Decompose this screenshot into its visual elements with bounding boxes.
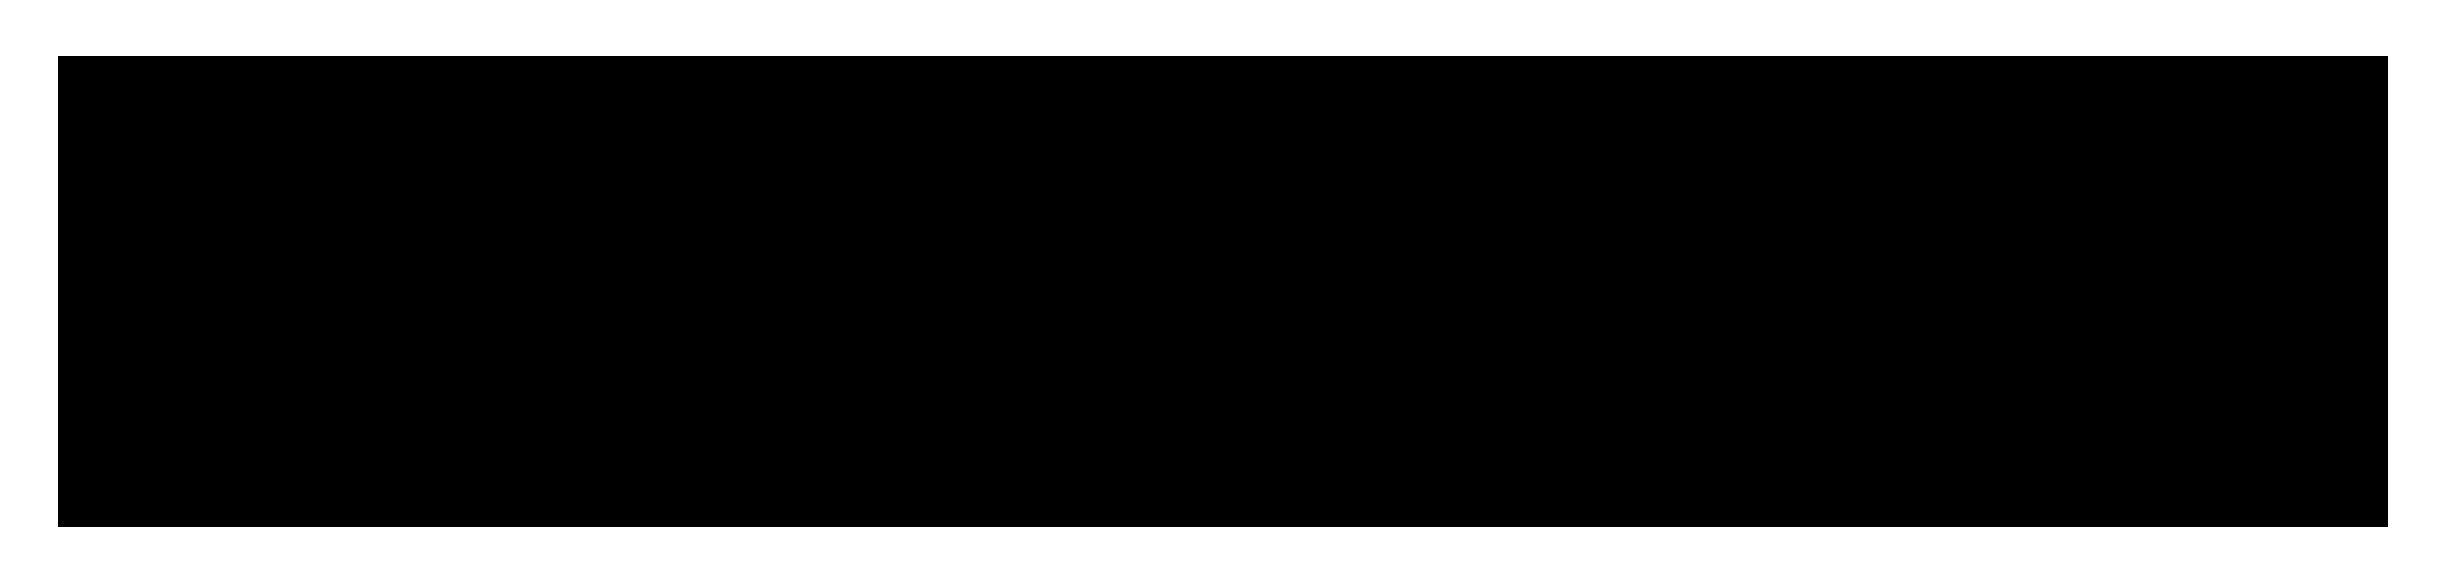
figure-background — [58, 56, 2388, 527]
